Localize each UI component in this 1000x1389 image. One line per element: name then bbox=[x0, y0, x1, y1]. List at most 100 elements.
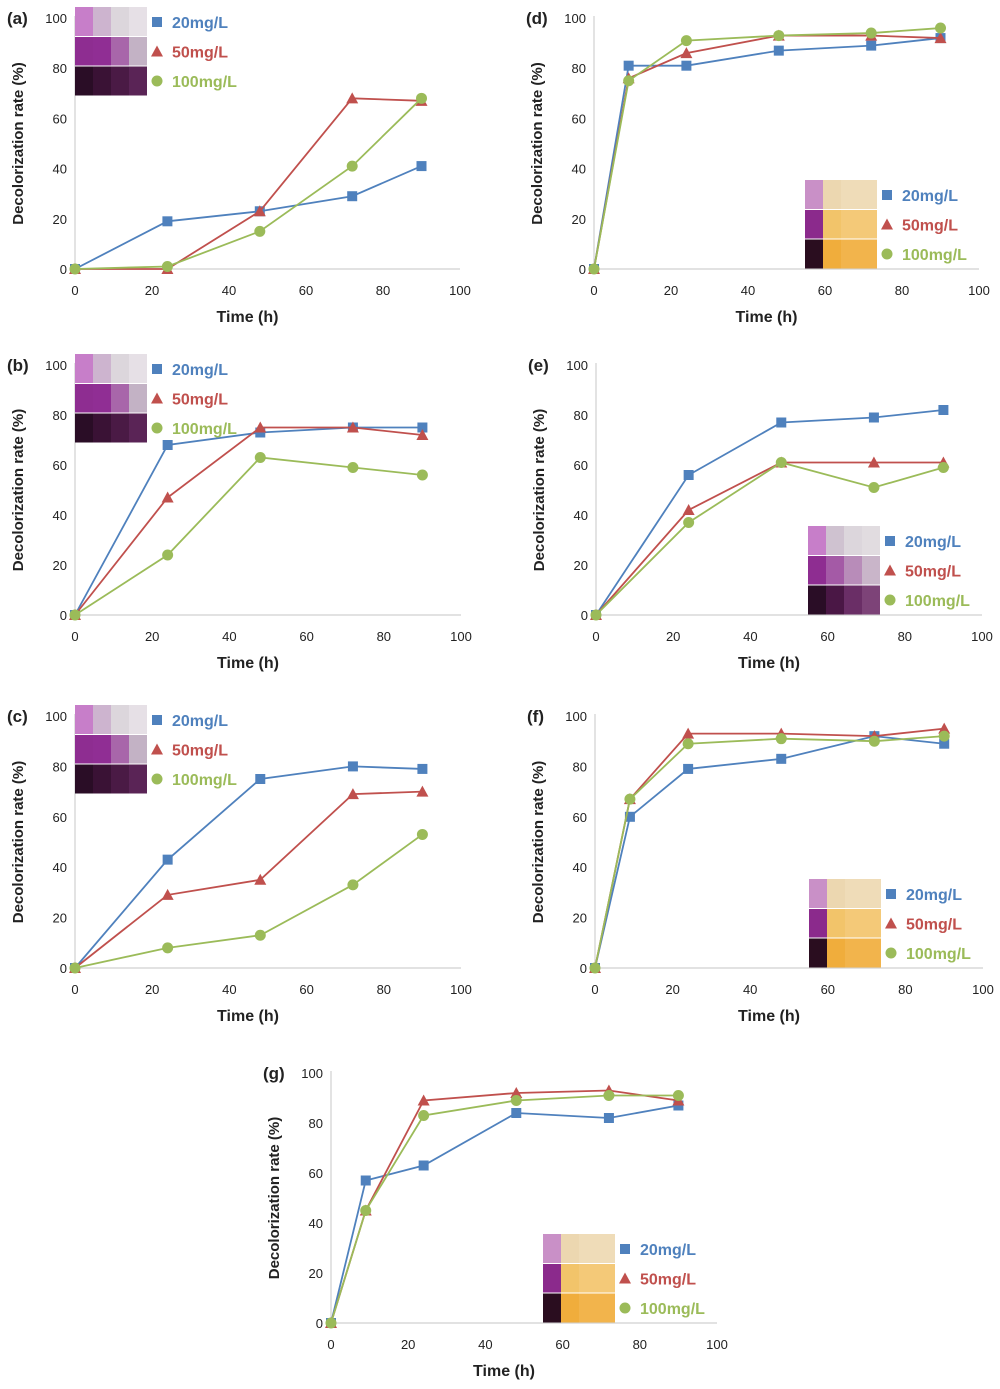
panel-c-swatch-cell bbox=[75, 764, 93, 794]
data-point-50mgL bbox=[417, 1094, 430, 1106]
panel-c-swatch-cell bbox=[129, 764, 147, 794]
panel-a: 0 20 40 60 80 100 0 20 40 60 80 100 Time (h) Decolori… bbox=[7, 7, 471, 326]
panel-d-swatch-cell bbox=[841, 209, 859, 239]
panel-g-swatch-cell bbox=[579, 1293, 597, 1323]
data-point-20mgL bbox=[162, 440, 173, 450]
panel-g-swatch-cell bbox=[579, 1234, 597, 1264]
y-axis-title: Decolorization rate (%) bbox=[530, 761, 547, 924]
data-point-100mgL bbox=[773, 30, 785, 42]
x-tick-label: 40 bbox=[222, 982, 236, 997]
series-line-100mgL bbox=[74, 97, 423, 270]
data-point-50mgL bbox=[161, 491, 174, 503]
panel-f-swatch-cell bbox=[845, 879, 863, 909]
data-point-100mgL bbox=[672, 1090, 684, 1101]
panel-a-swatch-cell bbox=[111, 66, 129, 96]
x-tick-label: 20 bbox=[145, 283, 159, 298]
panel-f-swatch-cell bbox=[863, 879, 881, 909]
y-tick-label: 0 bbox=[581, 608, 588, 623]
panel-label: (g) bbox=[263, 1064, 285, 1083]
x-tick-label: 60 bbox=[818, 283, 832, 298]
data-point-100mgL bbox=[360, 1205, 372, 1216]
panel-f-swatch-cell bbox=[845, 908, 863, 938]
panel-g-swatch-cell bbox=[597, 1263, 615, 1293]
x-axis-title: Time (h) bbox=[473, 1363, 535, 1380]
series-line-100mgL bbox=[330, 1094, 679, 1324]
panel-c-swatch-cell bbox=[93, 705, 111, 735]
y-axis-title: Decolorization rate (%) bbox=[531, 409, 548, 572]
series-line-50mgL bbox=[594, 727, 945, 969]
data-point-100mgL bbox=[162, 549, 174, 561]
legend-label-50mgL: 50mg/L bbox=[902, 218, 958, 235]
y-tick-label: 20 bbox=[53, 558, 67, 573]
data-point-100mgL bbox=[416, 828, 428, 840]
x-tick-label: 60 bbox=[299, 982, 313, 997]
panel-f-swatch-cell bbox=[827, 938, 845, 968]
legend-label-50mgL: 50mg/L bbox=[172, 45, 228, 62]
panel-a-swatch-cell bbox=[129, 7, 147, 37]
panel-g-swatch-cell bbox=[543, 1263, 561, 1293]
data-point-50mgL bbox=[161, 888, 174, 900]
data-point-20mgL bbox=[683, 470, 694, 480]
panel-g-swatch-cell bbox=[561, 1293, 579, 1323]
x-tick-label: 80 bbox=[898, 982, 912, 997]
data-point-20mgL bbox=[603, 1113, 614, 1123]
y-tick-label: 20 bbox=[574, 558, 588, 573]
panel-a-swatch-cell bbox=[93, 66, 111, 96]
panel-e-swatch-cell bbox=[862, 526, 880, 556]
legend-label-20mgL: 20mg/L bbox=[172, 362, 228, 379]
y-tick-label: 80 bbox=[53, 61, 67, 76]
y-tick-label: 60 bbox=[53, 810, 67, 825]
series-line-50mgL bbox=[330, 1089, 679, 1324]
panel-b-swatch-cell bbox=[129, 383, 147, 413]
legend-marker-50mgL bbox=[151, 45, 163, 57]
panel-a-swatch-cell bbox=[93, 36, 111, 66]
panel-b-swatch-cell bbox=[93, 354, 111, 384]
legend-label-20mgL: 20mg/L bbox=[172, 15, 228, 32]
legend-label-100mgL: 100mg/L bbox=[172, 772, 237, 789]
y-tick-label: 100 bbox=[45, 709, 67, 724]
x-tick-label: 80 bbox=[377, 629, 391, 644]
panel-d: 0 20 40 60 80 100 0 20 40 60 80 100 Time (h) Decolori… bbox=[526, 9, 990, 326]
x-tick-label: 60 bbox=[299, 629, 313, 644]
data-point-20mgL bbox=[416, 161, 427, 172]
data-point-100mgL bbox=[254, 929, 266, 941]
data-point-50mgL bbox=[934, 32, 947, 44]
x-axis-title: Time (h) bbox=[217, 655, 279, 672]
data-point-100mgL bbox=[865, 27, 877, 39]
data-point-50mgL bbox=[254, 421, 267, 433]
data-point-20mgL bbox=[866, 40, 877, 51]
panel-f-swatch-cell bbox=[827, 879, 845, 909]
x-tick-label: 0 bbox=[590, 283, 597, 298]
y-tick-label: 20 bbox=[572, 212, 586, 227]
y-tick-label: 0 bbox=[60, 961, 67, 976]
panel-e-swatch-cell bbox=[808, 585, 826, 615]
legend-label-50mgL: 50mg/L bbox=[172, 743, 228, 760]
panel-a-swatch-cell bbox=[129, 36, 147, 66]
y-tick-label: 0 bbox=[60, 262, 67, 277]
legend-label-100mgL: 100mg/L bbox=[902, 247, 967, 264]
x-tick-label: 100 bbox=[968, 283, 990, 298]
x-tick-label: 80 bbox=[898, 629, 912, 644]
y-axis-title: Decolorization rate (%) bbox=[10, 62, 27, 225]
series-line-20mgL bbox=[595, 409, 944, 616]
data-point-100mgL bbox=[347, 879, 359, 891]
series-line-50mgL bbox=[593, 34, 941, 270]
panel-e-swatch-cell bbox=[808, 526, 826, 556]
y-tick-label: 60 bbox=[572, 111, 586, 126]
panel-g-swatch-cell bbox=[561, 1234, 579, 1264]
data-point-50mgL bbox=[254, 873, 267, 885]
panel-g-swatch-cell bbox=[561, 1263, 579, 1293]
data-point-50mgL bbox=[680, 47, 693, 59]
data-point-100mgL bbox=[624, 793, 636, 805]
panel-f-swatch-cell bbox=[809, 908, 827, 938]
y-tick-label: 80 bbox=[53, 408, 67, 423]
data-point-100mgL bbox=[346, 160, 358, 172]
panel-d-swatch-cell bbox=[823, 180, 841, 210]
data-point-100mgL bbox=[588, 263, 600, 275]
panel-label: (b) bbox=[7, 356, 29, 375]
data-point-100mgL bbox=[69, 609, 81, 621]
data-point-20mgL bbox=[418, 1160, 429, 1171]
data-point-100mgL bbox=[682, 738, 694, 750]
x-tick-label: 20 bbox=[664, 283, 678, 298]
